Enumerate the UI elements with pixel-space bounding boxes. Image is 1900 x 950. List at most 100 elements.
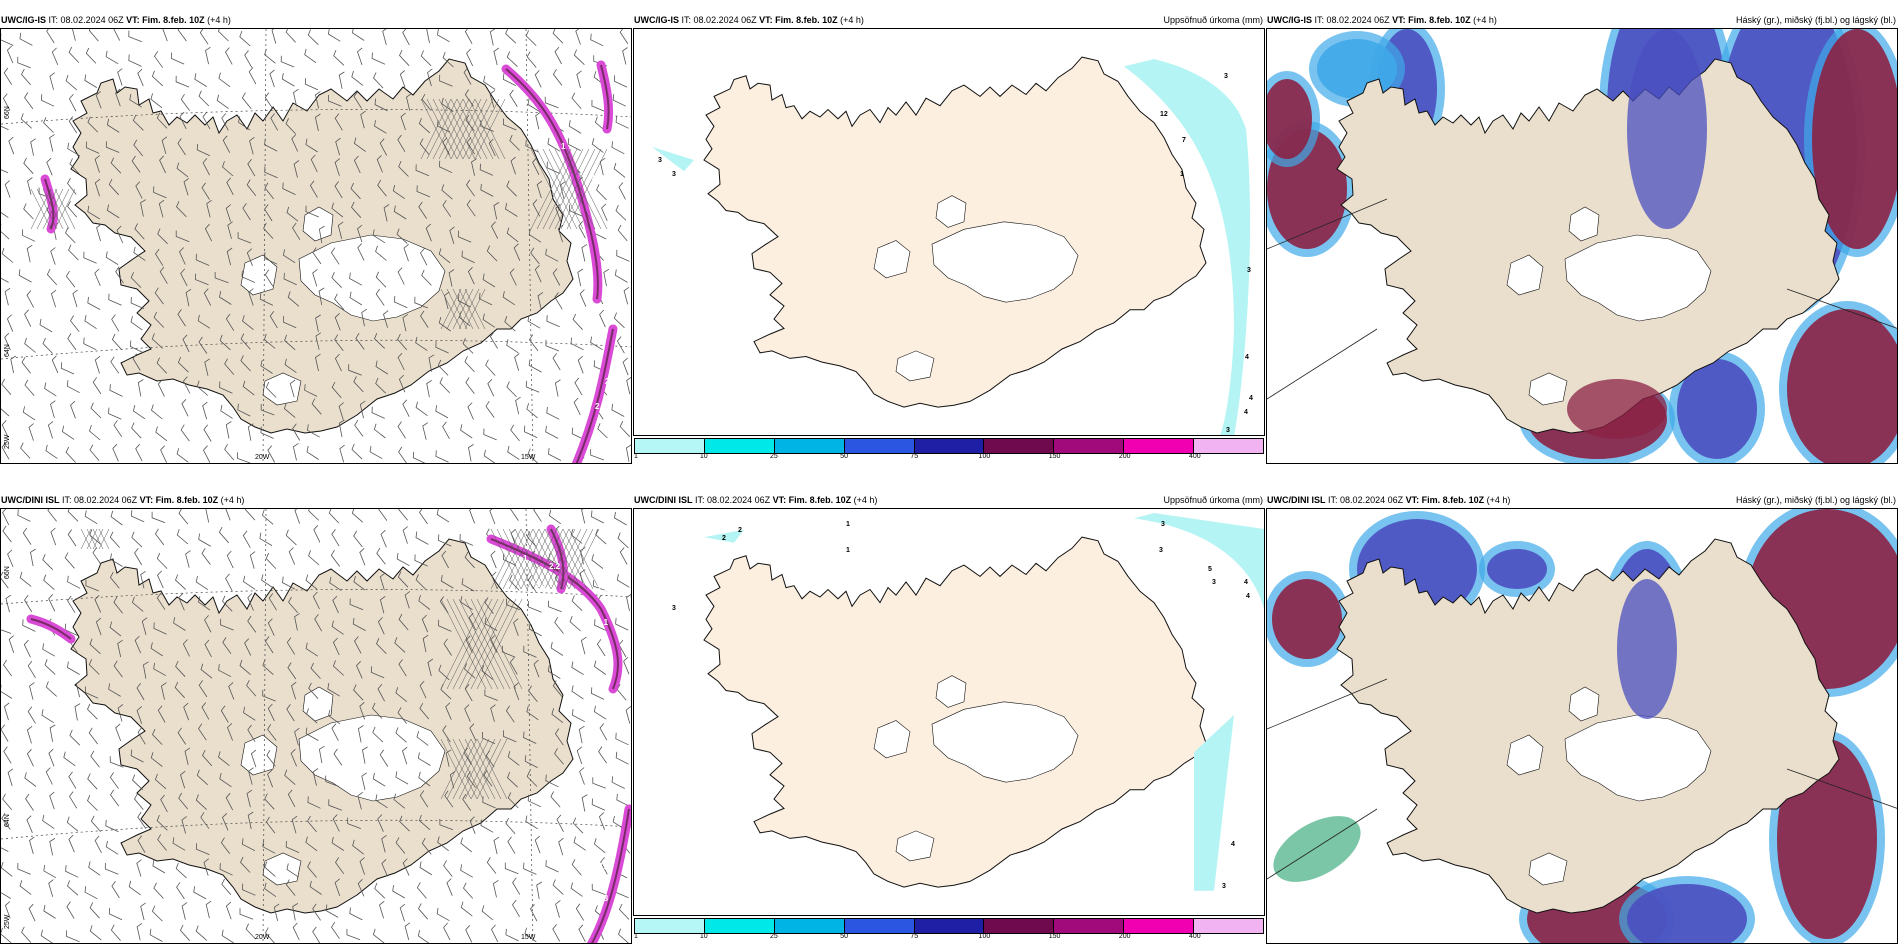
wind-barb [509,657,518,675]
wind-barb [95,617,102,636]
wind-barb [203,445,211,463]
wind-barb [545,425,559,439]
wind-barb [108,907,123,921]
wind-barb [84,315,97,330]
wind-barb [523,425,538,438]
iceland-landmass [1336,58,1840,434]
wind-barb [288,547,296,565]
glacier-outline [1564,234,1712,322]
wind-barb [264,48,276,64]
wind-barb [331,921,340,939]
wind-barb [427,658,434,677]
wind-barb [572,817,584,834]
wind-barb [222,161,234,177]
wind-barb [527,794,542,808]
wind-barb [529,334,539,352]
wind-barb [489,29,496,46]
wind-barb [318,225,325,244]
wind-barb [309,180,318,198]
wind-barb [134,635,142,654]
wind-barb [377,814,384,832]
wind-barb [464,551,475,569]
wind-barb [548,448,562,461]
wind-barb [50,527,57,546]
glacier-outline [931,221,1079,303]
wind-barb [581,794,588,812]
wind-barb [305,574,318,590]
wind-barb [43,864,57,879]
wind-barb [576,746,583,765]
wind-barb [396,228,408,244]
wind-barb [603,268,610,287]
wind-barb [196,143,211,157]
wind-barb [292,903,299,921]
wind-barb [96,223,102,242]
wind-barb [1,724,9,742]
wind-barb [523,645,537,658]
wind-barb [485,400,495,418]
wind-barb [617,532,629,549]
wind-barb [513,682,520,701]
colorbar-swatch [774,439,845,453]
wind-barb [110,157,122,174]
wind-barb [416,730,429,746]
wind-barb [449,226,455,245]
wind-barb [571,661,584,676]
wind-barb [554,617,564,634]
wind-barb [613,162,626,178]
wind-barb [269,69,275,88]
wind-value-label: 1 [591,352,596,361]
wind-barb [218,751,230,767]
wind-barb [221,929,235,943]
glacier-outline [262,852,302,886]
colorbar-swatch [704,919,775,933]
colorbar-label: 1 [634,453,638,460]
wind-barb [185,550,191,568]
wind-barb [333,748,343,766]
wind-barb [198,90,210,107]
wind-barb [619,29,629,45]
wind-barb [361,308,367,327]
wind-barb [87,205,101,220]
wind-barb [559,181,566,199]
wind-barb [530,904,538,922]
wind-barb [219,334,231,351]
wind-barb [534,264,542,283]
glacier-outline [1506,254,1544,296]
glacier-outline [1568,206,1600,242]
wind-barb [578,725,585,744]
wind-barb [172,837,186,851]
wind-barb [4,287,11,306]
wind-barb [84,74,98,88]
wind-barb [46,29,55,44]
wind-barb [626,376,631,395]
wind-barb [525,30,537,46]
wind-barb [509,89,518,107]
wind-barb [67,178,77,195]
wind-panel-row2: UWC/DINI ISL IT: 08.02.2024 06Z VT: Fim.… [0,494,632,944]
colorbar-label: 400 [1189,933,1201,940]
wind-barb [180,93,190,111]
wind-barb [282,316,297,329]
wind-barb [259,293,274,306]
wind-barb [264,166,278,179]
cloud-map [1266,508,1898,944]
wind-barb [154,287,164,305]
wind-barb [359,702,365,720]
wind-barb [48,748,55,767]
glacier-outline [240,254,278,296]
wind-barb [598,812,605,830]
cloud-title: Háský (gr.), miðský (fj.bl.) og lágský (… [1735,495,1896,505]
wind-barb [88,29,99,42]
wind-barb [155,248,164,266]
wind-barb [219,381,233,394]
wind-barb [305,727,319,741]
precip-value: 1 [846,547,850,554]
precip-title: Uppsöfnuð úrkoma (mm) [1163,495,1263,505]
wind-barb [307,796,321,809]
wind-barb [552,29,564,44]
wind-barb [427,68,433,87]
wind-barb [395,837,406,854]
wind-barb [21,926,32,943]
wind-barb [241,270,256,283]
